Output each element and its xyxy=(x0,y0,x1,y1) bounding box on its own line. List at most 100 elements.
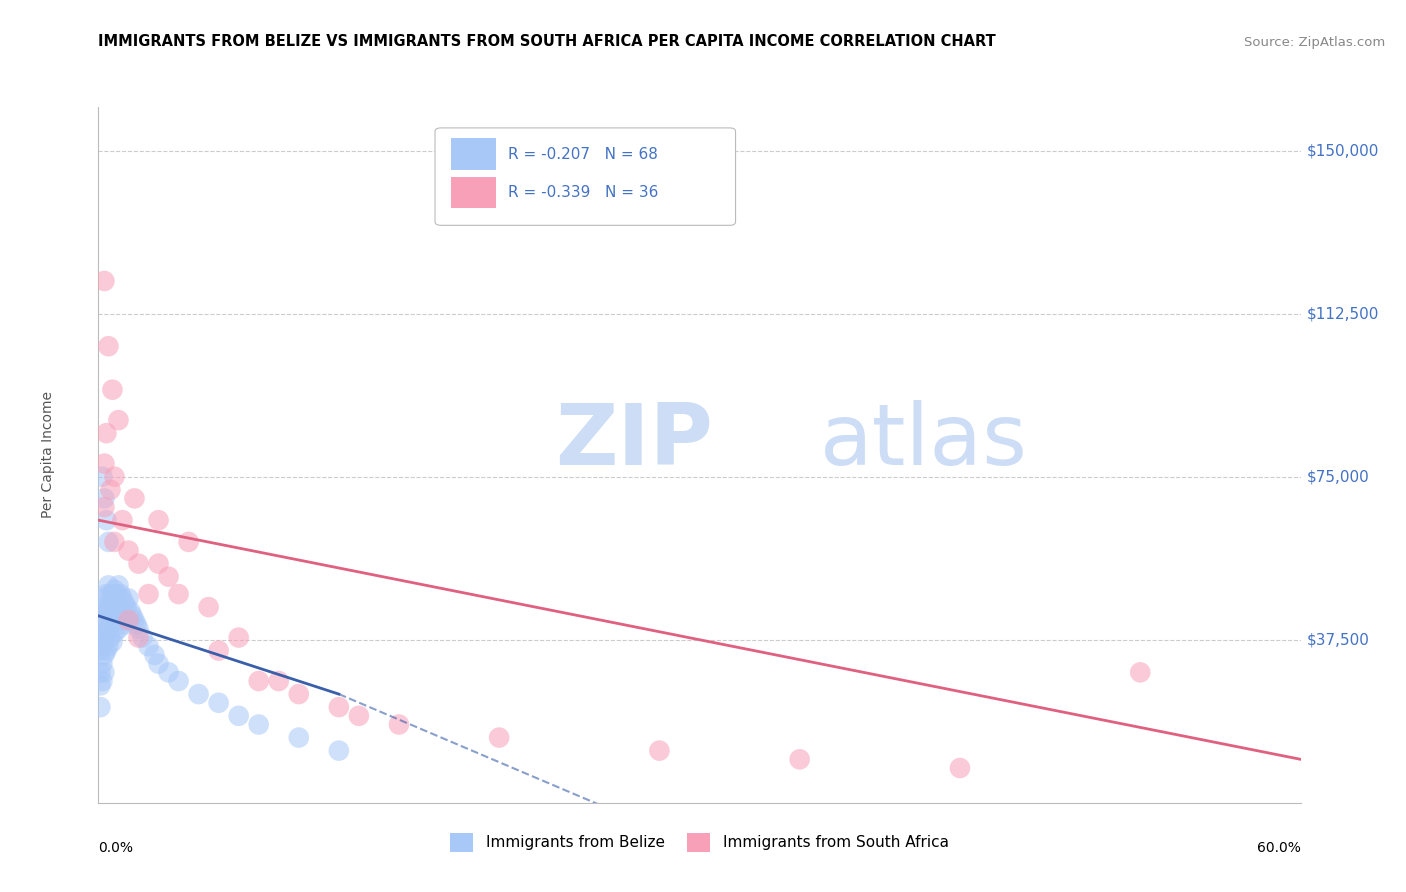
Point xyxy=(228,631,250,645)
Point xyxy=(111,513,134,527)
Point xyxy=(228,708,250,723)
Point xyxy=(93,491,115,506)
Point xyxy=(107,600,129,615)
Point xyxy=(347,708,370,723)
Point xyxy=(247,674,270,689)
Text: $150,000: $150,000 xyxy=(1306,143,1379,158)
Point xyxy=(949,761,972,775)
Text: $75,000: $75,000 xyxy=(1306,469,1369,484)
Point xyxy=(124,613,146,627)
Point xyxy=(208,643,231,657)
Point xyxy=(114,617,136,632)
Point xyxy=(97,600,120,615)
Point xyxy=(288,687,311,701)
Point xyxy=(100,631,122,645)
Point xyxy=(128,622,150,636)
Point xyxy=(117,543,139,558)
Point xyxy=(96,626,118,640)
Point xyxy=(789,752,811,766)
Point xyxy=(101,613,124,627)
Point xyxy=(107,622,129,636)
Point xyxy=(208,696,231,710)
Point xyxy=(197,600,219,615)
Point xyxy=(103,582,125,597)
Point xyxy=(101,591,124,606)
Text: R = -0.339   N = 36: R = -0.339 N = 36 xyxy=(509,186,659,200)
Point xyxy=(101,635,124,649)
Point xyxy=(117,613,139,627)
Point xyxy=(148,657,170,671)
Point xyxy=(138,639,160,653)
Point xyxy=(93,591,115,606)
Point xyxy=(103,469,125,483)
Point xyxy=(120,605,142,619)
Point xyxy=(267,674,290,689)
Point xyxy=(128,557,150,571)
Point xyxy=(93,648,115,662)
Point xyxy=(177,535,200,549)
Text: IMMIGRANTS FROM BELIZE VS IMMIGRANTS FROM SOUTH AFRICA PER CAPITA INCOME CORRELA: IMMIGRANTS FROM BELIZE VS IMMIGRANTS FRO… xyxy=(98,34,997,49)
Point xyxy=(96,587,118,601)
Point xyxy=(100,608,122,623)
Point xyxy=(89,700,111,714)
Point xyxy=(96,643,118,657)
Point xyxy=(97,578,120,592)
Point xyxy=(93,457,115,471)
Point xyxy=(97,622,120,636)
Point xyxy=(97,535,120,549)
Point xyxy=(107,578,129,592)
Text: ZIP: ZIP xyxy=(555,400,713,483)
Point xyxy=(89,678,111,692)
Point xyxy=(157,570,180,584)
Legend: Immigrants from Belize, Immigrants from South Africa: Immigrants from Belize, Immigrants from … xyxy=(444,827,955,858)
Point xyxy=(328,700,350,714)
Point xyxy=(117,613,139,627)
Point xyxy=(1129,665,1152,680)
Point xyxy=(89,665,111,680)
Point xyxy=(488,731,510,745)
Point xyxy=(124,491,146,506)
Point xyxy=(115,600,138,615)
Point xyxy=(100,587,122,601)
Text: $37,500: $37,500 xyxy=(1306,632,1369,648)
Point xyxy=(96,513,118,527)
Text: R = -0.207   N = 68: R = -0.207 N = 68 xyxy=(509,147,658,161)
Point xyxy=(89,643,111,657)
Point xyxy=(101,383,124,397)
Text: 60.0%: 60.0% xyxy=(1257,841,1301,855)
Text: $112,500: $112,500 xyxy=(1306,306,1379,321)
Point xyxy=(288,731,311,745)
Point xyxy=(91,600,114,615)
Point xyxy=(107,413,129,427)
Point xyxy=(91,469,114,483)
Point xyxy=(138,587,160,601)
Text: Per Capita Income: Per Capita Income xyxy=(41,392,55,518)
Point xyxy=(89,631,111,645)
Point xyxy=(91,639,114,653)
Point xyxy=(128,631,150,645)
Point xyxy=(157,665,180,680)
Point xyxy=(167,587,190,601)
Point xyxy=(121,608,143,623)
Point xyxy=(328,744,350,758)
Point xyxy=(117,591,139,606)
Text: atlas: atlas xyxy=(820,400,1028,483)
Point xyxy=(93,631,115,645)
Point xyxy=(247,717,270,731)
Point xyxy=(93,274,115,288)
Point xyxy=(96,426,118,441)
Point xyxy=(114,596,136,610)
Point xyxy=(110,587,132,601)
Point xyxy=(97,639,120,653)
Point xyxy=(93,500,115,514)
Point xyxy=(148,513,170,527)
Point xyxy=(105,608,128,623)
Point xyxy=(167,674,190,689)
Text: 0.0%: 0.0% xyxy=(98,841,134,855)
Point xyxy=(91,674,114,689)
Point xyxy=(93,608,115,623)
Point xyxy=(148,557,170,571)
Point xyxy=(103,626,125,640)
FancyBboxPatch shape xyxy=(451,138,496,169)
Point xyxy=(125,617,148,632)
